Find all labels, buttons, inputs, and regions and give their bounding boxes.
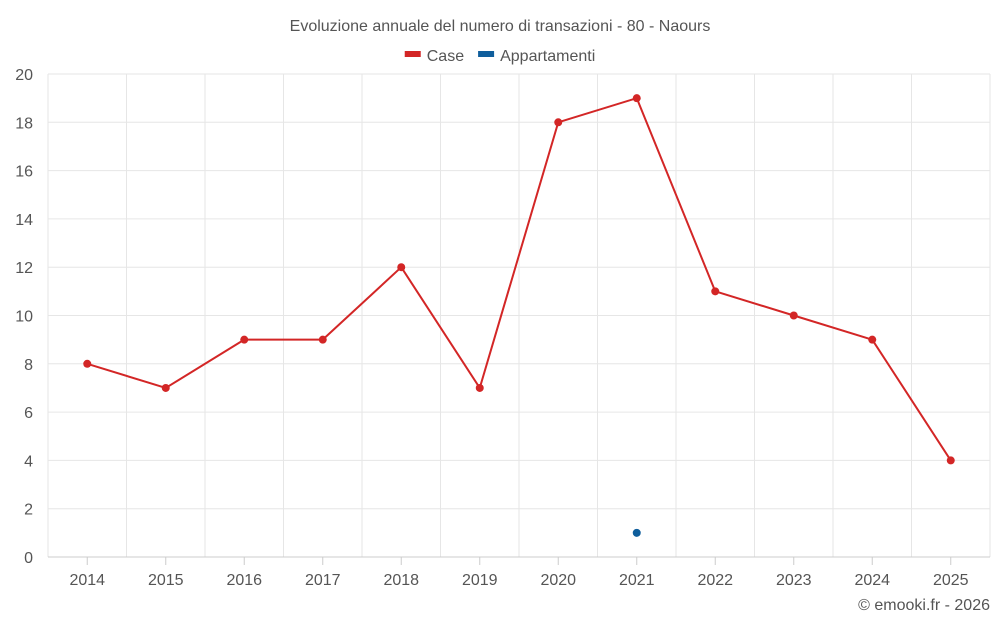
y-tick-label: 8 [24, 357, 33, 374]
legend-swatch [404, 51, 421, 57]
data-point [161, 383, 170, 392]
x-tick-label: 2021 [619, 572, 655, 589]
data-point [475, 383, 484, 392]
x-tick-label: 2020 [540, 572, 576, 589]
data-point [789, 311, 798, 320]
legend-label: Case [427, 48, 464, 65]
series-appartamenti [632, 528, 641, 537]
grid [47, 73, 991, 558]
x-tick-label: 2018 [383, 572, 419, 589]
legend-label: Appartamenti [500, 48, 595, 65]
y-tick-label: 6 [24, 405, 33, 422]
credit-text: © emooki.fr - 2026 [858, 597, 990, 614]
y-tick-label: 18 [15, 115, 33, 132]
x-tick-label: 2025 [933, 572, 969, 589]
y-tick-label: 0 [24, 550, 33, 567]
y-tick-label: 2 [24, 502, 33, 519]
series-case [83, 94, 955, 465]
y-tick-label: 20 [15, 67, 33, 84]
x-tick-label: 2014 [69, 572, 105, 589]
y-tick-label: 14 [15, 212, 33, 229]
legend-swatch [478, 51, 495, 57]
x-tick-label: 2024 [854, 572, 890, 589]
series-line [86, 97, 952, 461]
y-tick-label: 12 [15, 260, 33, 277]
data-point [318, 335, 327, 344]
x-tick-label: 2017 [305, 572, 341, 589]
series-layer [83, 94, 955, 537]
x-tick-label: 2016 [226, 572, 262, 589]
data-point [946, 456, 955, 465]
x-tick-label: 2023 [776, 572, 812, 589]
data-point [397, 263, 406, 272]
y-tick-label: 10 [15, 309, 33, 326]
x-tick-label: 2022 [697, 572, 733, 589]
data-point [632, 94, 641, 103]
y-tick-label: 4 [24, 453, 33, 470]
data-point [83, 359, 92, 368]
y-tick-label: 16 [15, 164, 33, 181]
x-tick-label: 2019 [462, 572, 498, 589]
chart-title: Evoluzione annuale del numero di transaz… [290, 18, 711, 35]
data-point [554, 118, 563, 127]
data-point [632, 528, 641, 537]
legend: Case Appartamenti [404, 48, 595, 65]
data-point [240, 335, 249, 344]
x-tick-label: 2015 [148, 572, 184, 589]
data-point [868, 335, 877, 344]
data-point [711, 287, 720, 296]
axes: 0 2 4 6 8 10 12 14 16 18 20 2014 2015 2016 2017 2018 201… [15, 67, 990, 589]
